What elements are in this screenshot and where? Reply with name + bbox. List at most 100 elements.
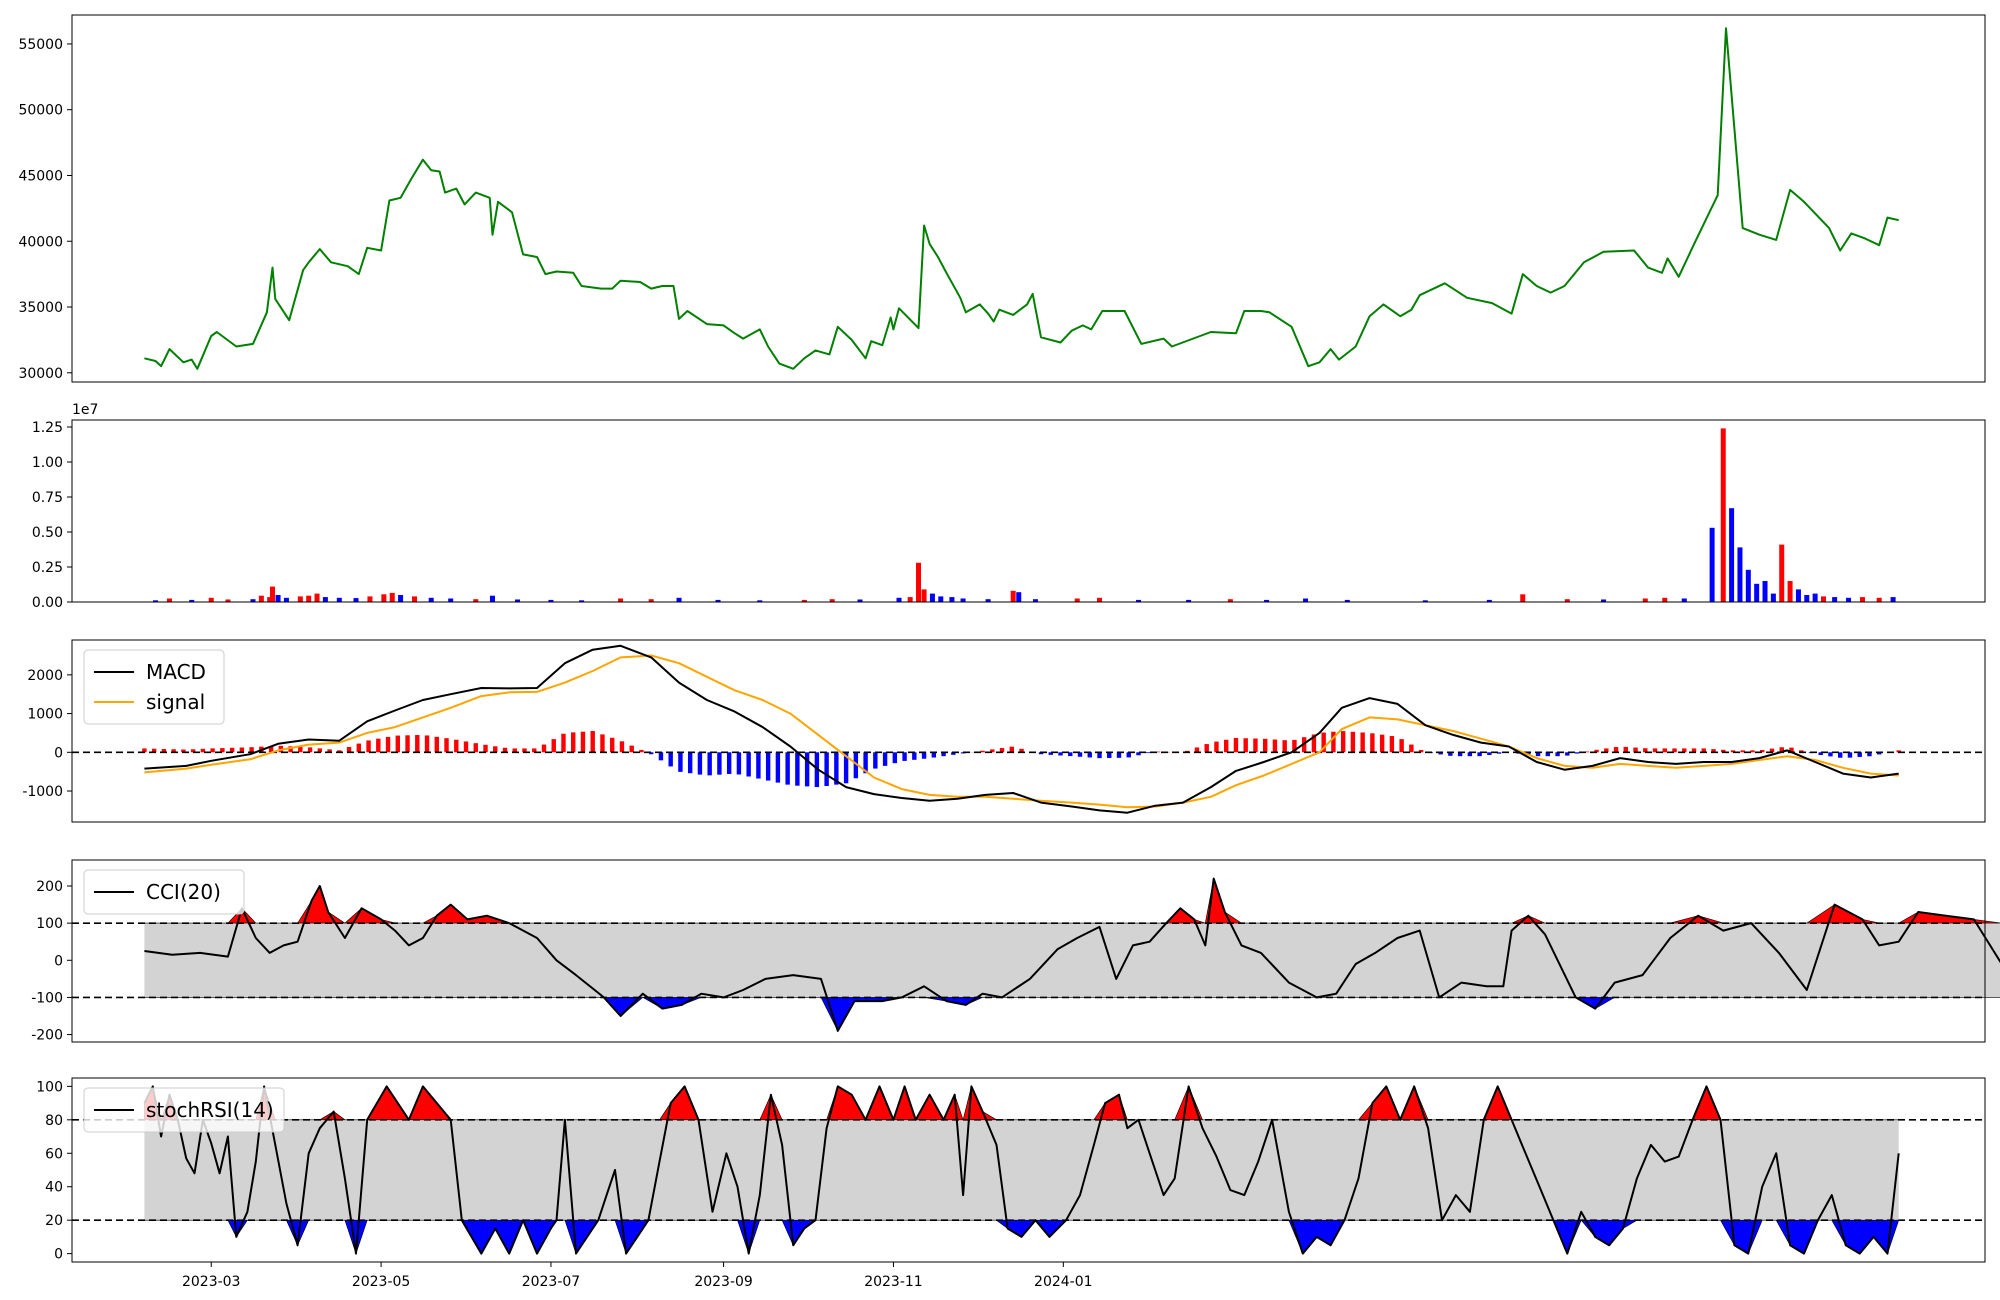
macd-histogram-bar — [395, 735, 400, 753]
macd-histogram-bar — [921, 752, 927, 759]
macd-histogram-bar — [863, 752, 868, 774]
macd-histogram-bar — [1876, 752, 1882, 755]
volume-bar — [801, 599, 807, 602]
volume-bar — [267, 597, 273, 602]
macd-histogram-bar — [1048, 752, 1053, 755]
macd-histogram-bar — [1116, 752, 1122, 758]
macd-histogram-bar — [1438, 752, 1443, 755]
macd-histogram-bar — [1838, 752, 1843, 758]
macd-histogram-bar — [415, 735, 420, 753]
macd-histogram-bar — [912, 752, 917, 760]
volume-bar — [258, 595, 264, 602]
macd-histogram-bar — [327, 749, 332, 753]
macd-histogram-bar — [1340, 731, 1346, 753]
macd-histogram-bar — [853, 752, 859, 779]
neutral-band — [144, 1119, 1899, 1221]
macd-histogram-bar — [746, 752, 751, 777]
volume-bar — [896, 597, 902, 602]
macd-panel: -1000 0 1000 2000 MACD signal — [22, 639, 1986, 823]
macd-histogram-bar — [1643, 748, 1648, 753]
legend-box — [83, 649, 225, 725]
macd-histogram-bar — [756, 752, 761, 779]
macd-histogram-bar — [1107, 752, 1112, 758]
macd-histogram-bar — [775, 752, 781, 783]
volume-bar — [1010, 590, 1016, 602]
y-tick-label: 0.75 — [32, 490, 63, 506]
macd-histogram-bar — [483, 744, 488, 753]
macd-histogram-bar — [804, 752, 810, 787]
x-tick-label: 2023-05 — [352, 1274, 411, 1290]
macd-histogram-bar — [1399, 739, 1404, 753]
macd-histogram-bar — [1701, 748, 1706, 753]
overbought-fill — [144, 1085, 1899, 1121]
price-panel: 30000 35000 40000 45000 50000 55000 — [18, 14, 1986, 383]
macd-histogram-bar — [1613, 747, 1619, 753]
macd-histogram-bar — [1594, 749, 1599, 753]
volume-bar — [929, 593, 935, 602]
volume-bar — [1032, 599, 1038, 602]
x-tick-label: 2024-01 — [1034, 1274, 1093, 1290]
macd-histogram-bar — [161, 748, 167, 753]
axes-frame — [71, 859, 1986, 1043]
volume-bar — [1564, 599, 1570, 602]
volume-bar — [1846, 597, 1852, 602]
macd-histogram-bar — [648, 752, 654, 755]
macd-histogram-bar — [902, 752, 907, 761]
stochrsi-line — [143, 1085, 1900, 1255]
axes-frame — [71, 14, 1986, 383]
macd-histogram-bar — [951, 752, 956, 755]
macd-histogram-bar — [346, 746, 352, 753]
macd-histogram-bar — [1545, 752, 1551, 757]
macd-histogram-bar — [1077, 752, 1083, 757]
volume-bar — [1074, 598, 1080, 602]
volume-bar — [715, 599, 721, 602]
volume-bar — [921, 589, 927, 602]
legend-box — [83, 1087, 285, 1133]
y-tick-label: 30000 — [18, 366, 63, 382]
macd-histogram-bar — [678, 752, 683, 772]
macd-histogram-bar — [999, 748, 1005, 753]
macd-histogram-bar — [1389, 736, 1395, 753]
macd-histogram-bar — [1623, 746, 1628, 753]
y-tick-label: 0 — [54, 745, 63, 761]
macd-histogram-bar — [1633, 747, 1638, 753]
macd-histogram-bar — [200, 748, 206, 753]
macd-histogram-bar — [541, 744, 547, 753]
volume-bar — [189, 599, 195, 602]
volume-bar — [1745, 569, 1751, 602]
y-tick-label: 1000 — [27, 707, 63, 723]
y-tick-label: 2000 — [27, 668, 63, 684]
macd-histogram-bar — [892, 752, 898, 764]
y-tick-label: 0.50 — [32, 525, 63, 541]
macd-histogram-bar — [668, 752, 673, 767]
volume-bar — [1787, 581, 1793, 602]
macd-histogram-bar — [1253, 738, 1258, 753]
macd-histogram-bar — [1750, 750, 1755, 753]
volume-bar — [1779, 544, 1785, 602]
macd-histogram-bar — [1204, 744, 1209, 753]
macd-histogram-bar — [658, 752, 664, 761]
volume-bar — [1859, 597, 1865, 602]
y-tick-label: 55000 — [18, 37, 63, 53]
signal-line — [144, 654, 1899, 809]
legend-label: MACD — [146, 660, 206, 684]
macd-histogram-bar — [980, 750, 985, 753]
volume-bar — [548, 599, 554, 602]
macd-histogram-bar — [639, 749, 644, 753]
macd-histogram-bar — [142, 748, 147, 753]
macd-histogram-bar — [1262, 738, 1268, 753]
macd-histogram-bar — [1818, 752, 1823, 756]
volume-bar — [648, 599, 654, 602]
macd-histogram-bar — [600, 734, 605, 753]
macd-histogram-bar — [434, 736, 439, 753]
macd-histogram-bar — [1799, 750, 1804, 753]
volume-bar — [757, 600, 763, 602]
macd-histogram-bar — [424, 735, 430, 753]
macd-histogram-bar — [1555, 752, 1560, 757]
volume-bar — [1520, 594, 1526, 602]
volume-panel: 0.00 0.25 0.50 0.75 1.00 1.25 1e7 — [32, 402, 1986, 611]
volume-bar — [1303, 598, 1309, 602]
volume-bar — [306, 595, 312, 602]
macd-histogram-bar — [1370, 733, 1375, 753]
macd-histogram-bar — [317, 748, 323, 753]
